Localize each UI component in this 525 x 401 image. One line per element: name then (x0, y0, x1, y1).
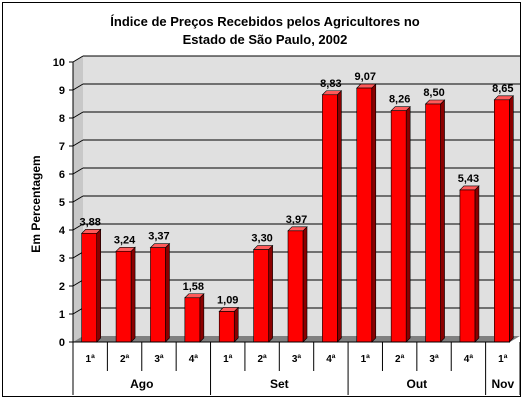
y-tick-label: 1 (59, 309, 65, 321)
bar-side (337, 90, 342, 343)
bar (321, 90, 343, 343)
y-tick-label: 4 (59, 225, 66, 237)
bar-side (233, 306, 239, 343)
y-tick-label: 6 (59, 169, 65, 181)
group-label: Set (270, 377, 289, 391)
data-label: 3,24 (114, 234, 136, 246)
bar (390, 105, 411, 343)
bar-side (96, 228, 101, 343)
y-tick-label: 7 (59, 141, 65, 153)
group-label: Nov (491, 377, 514, 391)
data-label: 8,83 (320, 78, 341, 90)
bar-side (130, 246, 136, 343)
x-tick-label: 2ª (120, 354, 130, 365)
x-tick-label: 4ª (326, 354, 336, 365)
bar-front (494, 99, 510, 343)
data-label: 5,43 (458, 173, 479, 185)
bar (252, 244, 274, 343)
y-axis-label: Em Percentagem (29, 155, 43, 252)
bar-side (371, 83, 377, 343)
bar-side (440, 99, 445, 343)
bar (424, 99, 446, 343)
bar-front (184, 297, 201, 343)
x-tick-label: 1ª (361, 354, 371, 365)
bar-side (474, 185, 480, 343)
data-label: 8,65 (492, 83, 513, 95)
bar-side (302, 226, 308, 343)
bar (287, 226, 308, 343)
bar-front (425, 103, 441, 343)
bar-front (322, 94, 338, 343)
gridline-side (72, 139, 84, 147)
x-tick-label: 1ª (223, 354, 233, 365)
data-label: 3,30 (251, 233, 272, 245)
group-label: Ago (130, 377, 153, 391)
bar (356, 83, 377, 343)
x-tick-label: 1ª (498, 354, 508, 365)
data-label: 9,07 (355, 71, 376, 83)
bar-front (150, 247, 166, 343)
x-tick-label: 3ª (292, 354, 302, 365)
bar (149, 242, 171, 343)
bar-front (253, 249, 269, 343)
bar-side (268, 244, 273, 343)
data-label: 8,50 (423, 87, 444, 99)
data-label: 1,58 (183, 281, 204, 293)
y-tick-label: 10 (53, 57, 65, 69)
data-label: 1,09 (217, 294, 238, 306)
bar (459, 185, 480, 343)
chart-title-line-2: Estado de São Paulo, 2002 (183, 32, 348, 47)
x-tick-label: 1ª (86, 354, 96, 365)
bar (115, 246, 136, 343)
gridline-side (72, 83, 84, 91)
gridline-side (72, 167, 84, 175)
bar-front (459, 189, 476, 343)
bar-side (405, 105, 411, 343)
data-label: 3,88 (79, 216, 100, 228)
y-tick-label: 8 (59, 113, 65, 125)
x-tick-label: 3ª (429, 354, 439, 365)
gridline-side (72, 195, 84, 203)
bar-side (199, 293, 205, 343)
y-tick-label: 2 (59, 281, 65, 293)
bar-side (165, 242, 170, 343)
gridline-side (72, 307, 84, 315)
gridline-side (72, 279, 84, 287)
gridline-side (72, 111, 84, 119)
plot-area: 0 1 2 3 4 5 6 7 8 9 10 3,88 3,24 3,37 1,58 1,09 3,30 3,97… (53, 55, 521, 395)
bar-chart: Índice de Preços Recebidos pelos Agricul… (29, 14, 521, 395)
data-label: 3,37 (148, 231, 169, 243)
gridline-side (72, 223, 84, 231)
group-label: Out (407, 377, 428, 391)
data-label: 8,26 (389, 94, 410, 106)
bar (80, 228, 102, 343)
bar-front (115, 250, 132, 343)
x-tick-label: 4ª (464, 354, 474, 365)
x-tick-label: 2ª (257, 354, 267, 365)
chart-frame: Índice de Preços Recebidos pelos Agricul… (2, 2, 521, 397)
y-tick-label: 9 (59, 85, 65, 97)
y-tick-label: 3 (59, 253, 65, 265)
gridline-side (72, 251, 84, 259)
y-tick-label: 0 (59, 337, 65, 349)
bar-front (390, 110, 407, 343)
bar-front (287, 230, 304, 343)
bar-front (218, 311, 235, 343)
bar (493, 95, 515, 343)
x-tick-label: 4ª (189, 354, 199, 365)
bar-front (356, 87, 373, 343)
bar-side (509, 95, 514, 343)
x-tick-label: 3ª (154, 354, 164, 365)
gridline-side (72, 55, 84, 63)
data-label: 3,97 (286, 214, 307, 226)
bar-front (81, 233, 97, 343)
y-tick-label: 5 (59, 197, 65, 209)
bar (218, 306, 239, 343)
chart-title-line-1: Índice de Preços Recebidos pelos Agricul… (110, 14, 419, 29)
x-tick-label: 2ª (395, 354, 405, 365)
bar (184, 293, 205, 343)
